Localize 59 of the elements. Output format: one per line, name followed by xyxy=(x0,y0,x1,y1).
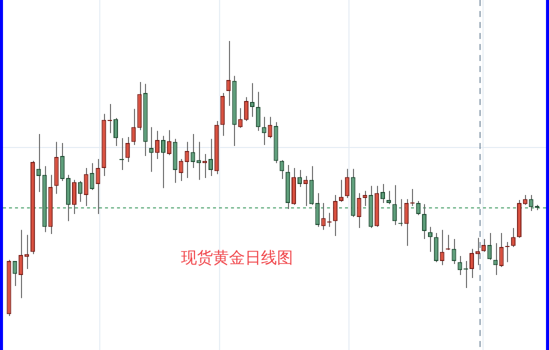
candlestick xyxy=(262,116,266,146)
candlestick xyxy=(72,179,76,214)
candlestick xyxy=(178,158,184,182)
candlestick xyxy=(309,166,314,206)
candlestick xyxy=(125,136,130,162)
candlestick xyxy=(404,198,409,246)
candlestick xyxy=(238,108,243,128)
candlestick xyxy=(528,194,534,212)
candlestick xyxy=(84,168,88,206)
candlestick xyxy=(184,141,190,178)
candlestick xyxy=(487,232,492,260)
candlestick xyxy=(428,226,432,252)
candlestick xyxy=(303,176,308,206)
candlestick xyxy=(481,238,486,252)
candlestick xyxy=(499,232,504,268)
candlestick xyxy=(114,118,118,147)
candlestick xyxy=(392,184,397,226)
candlestick xyxy=(149,126,154,172)
candlestick xyxy=(458,256,462,276)
candlestick xyxy=(493,242,498,276)
candlestick xyxy=(321,202,326,230)
candlestick xyxy=(226,40,231,106)
text: 现货黄金日线图 xyxy=(181,248,293,269)
candlestick xyxy=(362,190,368,206)
candlestick xyxy=(36,133,41,192)
candlestick xyxy=(315,192,320,228)
candlestick xyxy=(380,184,386,204)
candlestick xyxy=(190,133,196,169)
candlestick xyxy=(416,200,421,216)
candlestick xyxy=(12,260,18,287)
candlestick xyxy=(511,228,516,248)
candlestick xyxy=(78,180,82,202)
candlestick xyxy=(440,229,444,266)
candlestick xyxy=(434,232,438,263)
candlestick xyxy=(155,130,160,160)
candlestick xyxy=(338,179,344,202)
candlestick xyxy=(333,194,338,236)
candlestick xyxy=(24,234,30,270)
candlestick xyxy=(208,138,213,177)
candlestick xyxy=(297,169,302,188)
candlestick xyxy=(196,141,202,180)
candlestick xyxy=(356,192,362,228)
candlestick xyxy=(256,91,260,132)
candlestick xyxy=(386,190,391,205)
candlestick xyxy=(522,194,528,206)
candlestick xyxy=(131,108,136,146)
candlestick xyxy=(90,162,94,191)
candlestick xyxy=(452,238,456,265)
candlestick xyxy=(250,82,254,118)
candlestick xyxy=(344,168,350,199)
candlestick xyxy=(268,116,272,139)
candlestick xyxy=(244,96,249,122)
candlestick xyxy=(60,142,65,182)
candlestick xyxy=(422,204,427,240)
candlestick xyxy=(280,160,284,180)
candlestick xyxy=(18,229,24,299)
candlestick xyxy=(160,135,166,189)
candlestick xyxy=(96,158,100,214)
candlestick xyxy=(166,130,172,156)
